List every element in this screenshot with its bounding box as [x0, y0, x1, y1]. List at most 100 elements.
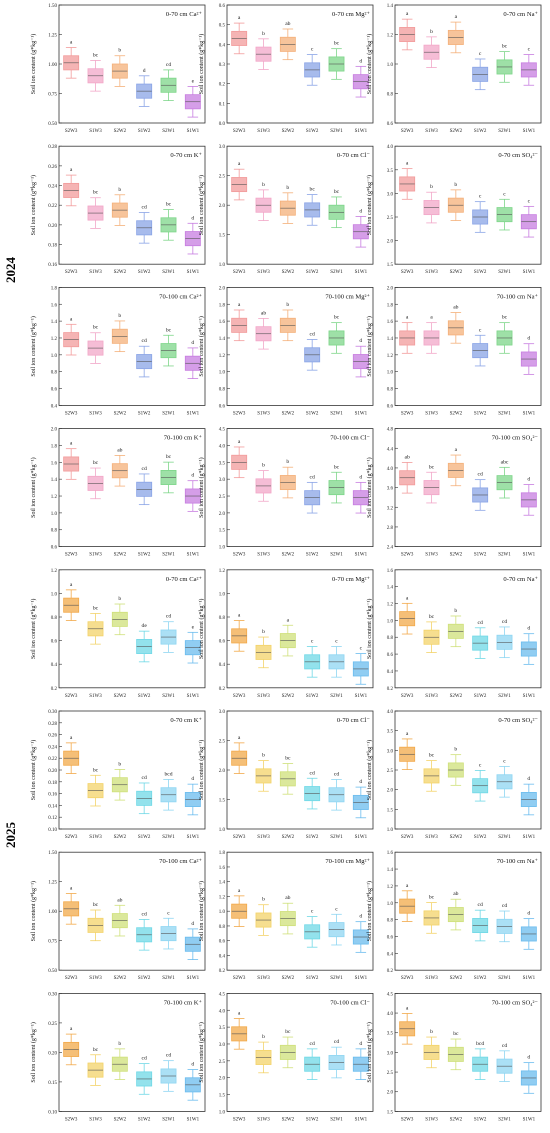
y-tick-label: 2.0 [51, 428, 58, 433]
significance-letter: d [191, 340, 194, 346]
significance-letter: d [359, 779, 362, 785]
y-tick-label: 1.8 [51, 444, 58, 449]
y-tick-label: 1.2 [387, 603, 394, 608]
box-S2W1: c S2W1 [328, 906, 345, 981]
box-S1W2: d S1W2 [136, 68, 153, 134]
y-axis-label: Soil ion content (g*kg⁻¹) [198, 175, 205, 235]
box-S1W3: bc S1W3 [423, 614, 440, 699]
x-tick-label: S2W3 [233, 553, 246, 558]
box-S2W2: b S2W2 [279, 459, 296, 558]
y-tick-label: 0.2 [219, 969, 226, 974]
x-tick-label: S2W3 [401, 270, 414, 275]
x-tick-label: S1W1 [523, 411, 536, 416]
box-S1W3: b S1W3 [255, 753, 272, 840]
x-tick-label: S2W2 [450, 270, 463, 275]
panel-title: 0-70 cm Mg²⁺ [332, 576, 371, 583]
panel-19: 70-100 cm Ca²⁺ Soil ion content (g*kg⁻¹) 0… [30, 851, 206, 981]
box-S2W3: a S2W3 [231, 1011, 248, 1122]
panel-21: 70-100 cm Na⁺ Soil ion content (g*kg⁻¹) 0.… [366, 851, 542, 981]
box-S1W1: d S1W1 [352, 1041, 369, 1122]
x-tick-label: S2W1 [162, 553, 175, 558]
significance-letter: b [286, 459, 289, 465]
y-axis-label: Soil ion content (g*kg⁻¹) [198, 457, 205, 517]
y-tick-label: 0.8 [219, 616, 226, 621]
x-tick-label: S2W2 [282, 1117, 295, 1122]
panel-8: 70-100 cm Mg²⁺ Soil ion content (g*kg⁻¹) 0… [198, 286, 374, 416]
y-tick-label: 0.10 [48, 828, 57, 833]
x-tick-label: S2W1 [498, 129, 511, 134]
significance-letter: d [191, 776, 194, 782]
box-S2W3: a S2W3 [399, 1005, 416, 1122]
significance-letter: b [118, 761, 121, 767]
y-tick-label: 1.8 [219, 851, 226, 856]
panel-title: 70-100 cm Mg²⁺ [325, 293, 370, 300]
y-tick-label: 1.0 [219, 1110, 226, 1115]
y-tick-label: 1.0 [219, 263, 226, 268]
y-tick-label: 1.0 [219, 371, 226, 376]
box-S1W1: d S1W1 [520, 477, 537, 558]
significance-letter: bcd [476, 1041, 484, 1047]
x-tick-label: S2W1 [498, 1117, 511, 1122]
x-tick-label: S2W2 [114, 1117, 127, 1122]
box-S2W3: a S2W3 [63, 441, 80, 558]
y-tick-label: 0.8 [219, 388, 226, 393]
significance-letter: d [527, 911, 530, 917]
panel-24: 70-100 cm SO₄²⁻ Soil ion content (g*kg⁻¹)… [366, 992, 542, 1122]
panel-title: 70-100 cm Ca²⁺ [159, 858, 202, 865]
box-S2W2: b S2W2 [111, 48, 128, 134]
y-tick-label: 1.0 [387, 902, 394, 907]
panel-20: 70-100 cm Mg²⁺ Soil ion content (g*kg⁻¹) 0… [198, 851, 374, 981]
y-axis-label: Soil ion content (g*kg⁻¹) [30, 457, 37, 517]
y-tick-label: 1.4 [219, 337, 226, 342]
y-tick-label: 3.0 [387, 749, 394, 754]
x-tick-label: S2W1 [330, 1117, 343, 1122]
y-tick-label: 0.6 [387, 404, 394, 409]
panel-title: 70-100 cm SO₄²⁻ [492, 435, 539, 442]
significance-letter: cd [478, 902, 483, 908]
x-tick-label: S2W2 [282, 129, 295, 134]
box-S2W3: a S2W3 [63, 1026, 80, 1122]
significance-letter: c [335, 639, 338, 645]
significance-letter: d [191, 473, 194, 479]
box-S1W3: b S1W3 [255, 1034, 272, 1122]
box-S1W1: e S1W1 [184, 78, 201, 134]
x-tick-label: S1W2 [306, 411, 319, 416]
box-S2W1: bc S2W1 [328, 189, 345, 275]
y-tick-label: 1.0 [387, 828, 394, 833]
y-tick-label: 0.8 [387, 636, 394, 641]
significance-letter: bc [93, 325, 99, 331]
y-tick-label: 0.20 [48, 1051, 57, 1056]
y-axis-label: Soil ion content (g*kg⁻¹) [30, 175, 37, 235]
significance-letter: a [70, 441, 73, 447]
box-S2W2: ab S2W2 [279, 895, 296, 981]
significance-letter: c [503, 758, 506, 764]
y-tick-label: 0.4 [387, 670, 394, 675]
y-tick-label: 1.6 [219, 866, 226, 871]
box-S2W3: ab S2W3 [399, 454, 416, 558]
x-tick-label: S1W1 [187, 129, 200, 134]
y-axis-label: Soil ion content (g*kg⁻¹) [198, 881, 205, 941]
box-S1W2: cd S1W2 [472, 902, 489, 981]
significance-letter: bc [93, 767, 99, 773]
x-tick-label: S2W1 [498, 976, 511, 981]
x-tick-label: S2W1 [330, 411, 343, 416]
box-S2W1: bc S2W1 [160, 202, 177, 275]
box-S2W1: cd S2W1 [328, 771, 345, 840]
x-tick-label: S2W1 [162, 835, 175, 840]
box-S2W3: a S2W3 [63, 886, 80, 981]
significance-letter: bc [166, 454, 172, 460]
box-S1W3: bc S1W3 [423, 753, 440, 840]
significance-letter: bc [429, 753, 435, 759]
y-axis-label: Soil ion content (g*kg⁻¹) [366, 740, 373, 800]
box-S2W1: c S2W1 [160, 910, 177, 981]
x-tick-label: S2W2 [114, 553, 127, 558]
box-S1W1: d S1W1 [184, 340, 201, 416]
box-S1W2: c S1W2 [304, 47, 321, 134]
y-axis-label: Soil ion content (g*kg⁻¹) [30, 599, 37, 659]
y-tick-label: 1.8 [51, 286, 58, 291]
x-tick-label: S1W3 [425, 976, 438, 981]
x-tick-label: S1W1 [523, 129, 536, 134]
box-S1W3: bc S1W3 [87, 902, 104, 981]
plot-frame [394, 993, 542, 1112]
box-S1W3: bc S1W3 [87, 767, 104, 840]
